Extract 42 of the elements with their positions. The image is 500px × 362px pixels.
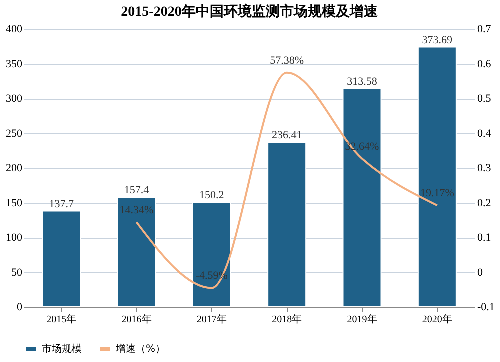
x-tick-label: 2020年 xyxy=(422,314,452,326)
y-tick-label: 200 xyxy=(6,162,23,174)
y2-tick-label: 0.2 xyxy=(478,197,492,210)
data-label: 14.34% xyxy=(120,204,154,216)
x-tick-label: 2015年 xyxy=(46,314,77,326)
x-tick-label: 2016年 xyxy=(122,314,152,326)
y2-tick-label: 0 xyxy=(478,266,484,279)
bar xyxy=(42,210,82,308)
y-tick-label: 50 xyxy=(12,266,23,279)
y-tick-label: 400 xyxy=(6,24,23,36)
bar xyxy=(192,202,232,308)
y2-tick-label: 0.1 xyxy=(478,232,492,244)
legend-label: 增速（%） xyxy=(115,343,166,355)
data-label: 373.69 xyxy=(422,34,454,46)
chart-title: 2015-2020年中国环境监测市场规模及增速 xyxy=(121,3,379,20)
data-label: 137.7 xyxy=(49,198,74,210)
data-label: 313.58 xyxy=(347,76,378,88)
legend-label: 市场规模 xyxy=(42,343,82,355)
bar xyxy=(268,142,307,308)
y-tick-label: 100 xyxy=(6,232,23,244)
y-tick-label: 300 xyxy=(6,93,23,105)
y-tick-label: 350 xyxy=(6,58,23,70)
y-tick-label: 0 xyxy=(17,302,23,314)
y2-tick-label: 0.4 xyxy=(478,128,492,140)
y-tick-label: 150 xyxy=(6,197,23,210)
x-tick-label: 2017年 xyxy=(196,314,227,326)
y2-tick-label: -0.1 xyxy=(478,302,495,314)
y2-tick-label: 0.5 xyxy=(478,93,492,105)
bar xyxy=(117,197,156,308)
data-label: 236.41 xyxy=(272,130,302,142)
x-tick-label: 2018年 xyxy=(272,314,302,326)
bar xyxy=(418,46,457,308)
data-label: 157.4 xyxy=(124,184,150,197)
bar xyxy=(342,88,382,308)
x-tick-label: 2019年 xyxy=(347,314,378,326)
y2-tick-label: 0.7 xyxy=(478,24,492,36)
y2-tick-label: 0.6 xyxy=(478,58,492,70)
y2-tick-label: 0.3 xyxy=(478,162,492,174)
data-label: 19.17% xyxy=(420,188,454,200)
data-label: 57.38% xyxy=(270,54,304,67)
data-label: 150.2 xyxy=(200,190,224,202)
y-tick-label: 250 xyxy=(6,128,23,140)
